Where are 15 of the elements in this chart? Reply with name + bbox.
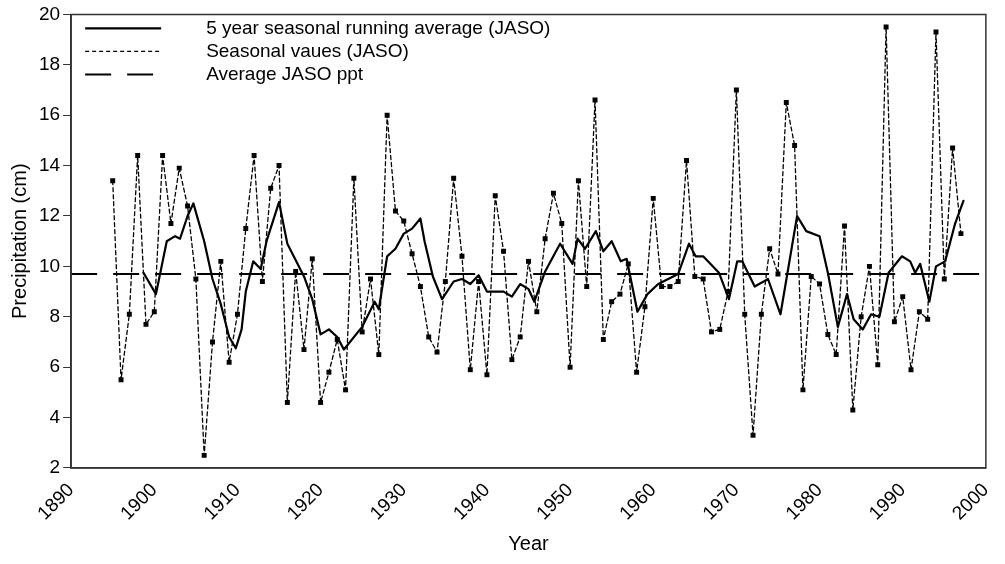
y-tick-label: 4	[49, 405, 61, 427]
y-axis-title: Precipitation (cm)	[7, 163, 30, 319]
x-axis-title: Year	[508, 531, 550, 554]
y-tick-label: 16	[38, 103, 61, 125]
y-tick-label: 12	[38, 204, 61, 226]
y-tick-label: 10	[38, 254, 61, 276]
legend-label: Average JASO ppt	[206, 62, 364, 84]
y-tick-label: 18	[38, 53, 61, 75]
y-tick-label: 20	[38, 2, 61, 24]
y-tick-label: 8	[49, 305, 61, 327]
legend-label: 5 year seasonal running average (JASO)	[206, 16, 551, 38]
y-tick-label: 2	[49, 456, 61, 478]
legend-label: Seasonal vaues (JASO)	[206, 39, 409, 61]
y-tick-label: 6	[49, 355, 61, 377]
y-tick-label: 14	[38, 153, 61, 175]
